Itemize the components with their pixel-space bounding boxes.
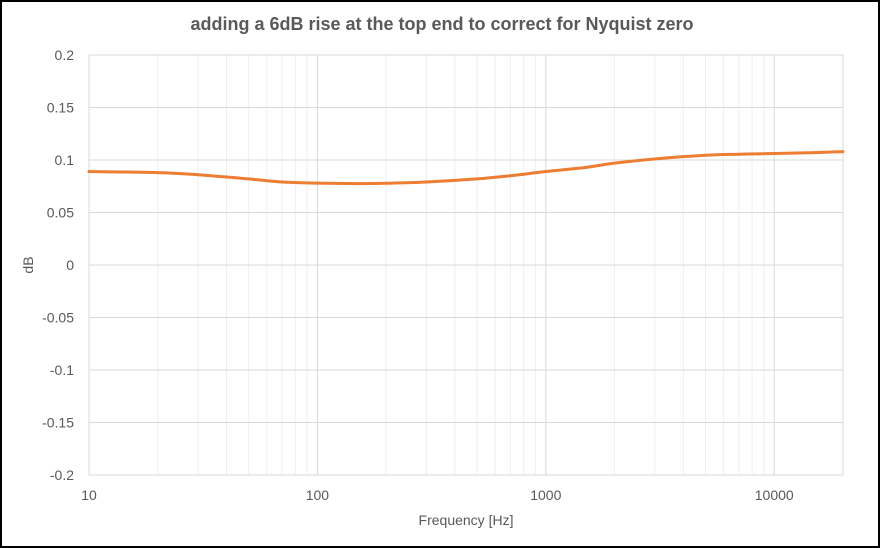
major-gridlines: [88, 54, 844, 476]
y-tick-label: 0.15: [47, 100, 74, 116]
series-line: [87, 150, 845, 186]
y-tick-label: 0.2: [55, 47, 75, 63]
y-tick-labels: 0.2 0.15 0.1 0.05 0 -0.05 -0.1 -0.15 -0.2: [42, 47, 74, 483]
y-tick-label: -0.2: [50, 467, 74, 483]
y-axis-title: dB: [20, 256, 36, 273]
y-tick-label: -0.15: [42, 415, 74, 431]
y-tick-label: -0.1: [50, 362, 74, 378]
series-group: [87, 150, 845, 186]
x-tick-label: 10: [81, 487, 97, 503]
y-tick-label: 0: [66, 257, 74, 273]
x-tick-label: 1000: [530, 487, 561, 503]
y-tick-label: 0.05: [47, 205, 74, 221]
x-tick-label: 10000: [755, 487, 794, 503]
chart-title: adding a 6dB rise at the top end to corr…: [190, 14, 694, 34]
y-tick-label: -0.05: [42, 310, 74, 326]
y-tick-label: 0.1: [55, 152, 75, 168]
x-tick-label: 100: [306, 487, 330, 503]
x-tick-labels: 10 100 1000 10000: [81, 487, 794, 503]
x-axis-title: Frequency [Hz]: [419, 512, 514, 528]
